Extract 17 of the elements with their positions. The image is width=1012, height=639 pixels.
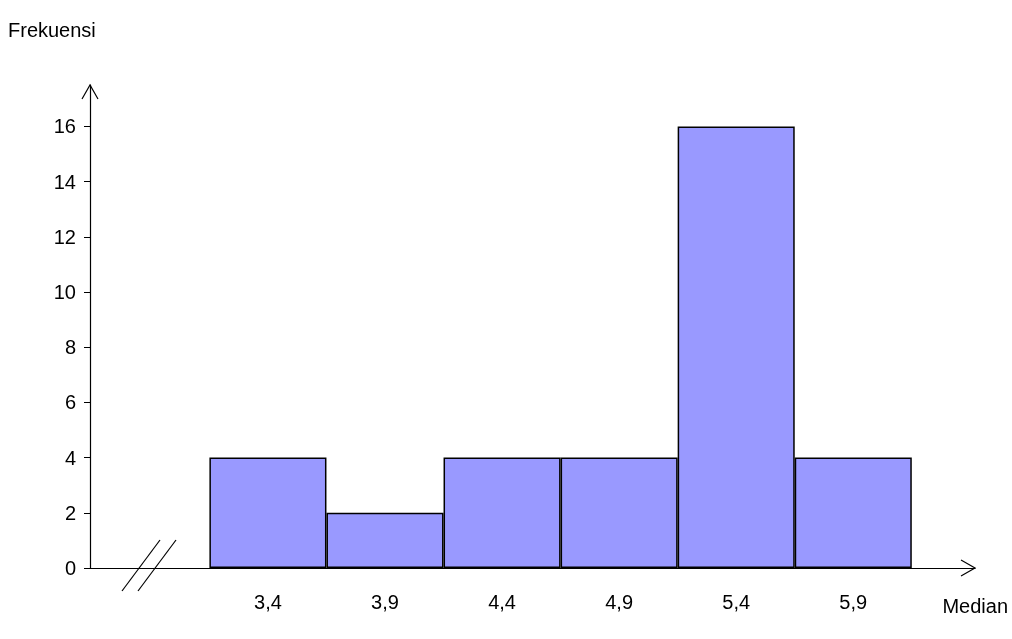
x-tick-label: 4,4	[488, 591, 516, 613]
x-axis-title: Median	[942, 595, 1009, 617]
y-tick-label: 10	[53, 281, 76, 303]
y-tick-label: 14	[53, 170, 76, 193]
y-tick-label: 0	[64, 557, 76, 579]
y-tick-label: 16	[53, 115, 76, 138]
y-axis-title: Frekuensi	[8, 19, 96, 41]
y-tick-label: 6	[64, 391, 76, 414]
y-tick-label: 2	[64, 501, 76, 524]
x-tick-label: 5,9	[839, 591, 868, 613]
y-tick-label: 8	[64, 336, 76, 359]
y-tick-label: 12	[53, 225, 76, 248]
x-tick-label: 4,9	[605, 591, 634, 613]
x-tick-label: 3,4	[254, 591, 282, 613]
x-tick-label: 3,9	[371, 591, 399, 613]
x-tick-label: 5,4	[722, 591, 751, 613]
y-tick-label: 4	[64, 446, 76, 469]
